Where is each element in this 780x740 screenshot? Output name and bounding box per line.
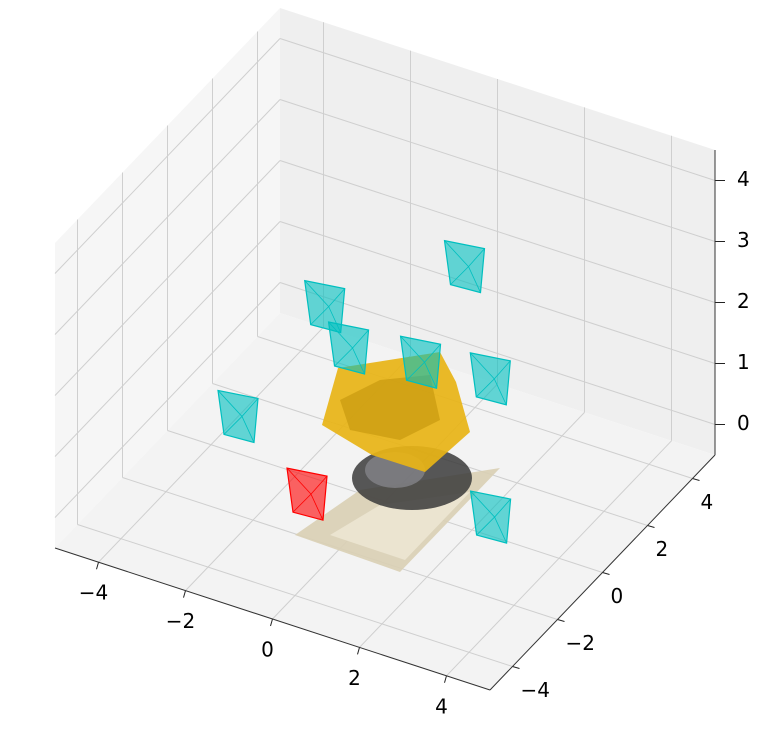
axis-line [489, 454, 716, 691]
z-tick-label: 0 [737, 411, 750, 435]
camera-edge [241, 398, 259, 417]
camera-edge [286, 467, 312, 495]
z-tick-label: 3 [737, 228, 750, 252]
camera-edge [304, 280, 329, 307]
camera [469, 352, 511, 406]
camera-edge [494, 360, 511, 380]
y-tick [692, 478, 700, 481]
camera-edge [310, 493, 324, 521]
camera-edge [424, 362, 437, 389]
z-tick-label: 1 [737, 350, 750, 374]
x-tick [444, 675, 447, 683]
x-tick-label: −4 [79, 581, 108, 605]
camera [217, 389, 259, 444]
camera-edge [450, 266, 469, 285]
grid-line [279, 160, 716, 303]
camera-frustum [217, 389, 259, 444]
grid-line [54, 99, 281, 335]
grid-line [279, 282, 716, 425]
point-cloud [295, 352, 500, 572]
camera-edge [334, 347, 353, 367]
y-tick [557, 619, 565, 622]
camera-frustum [327, 321, 370, 375]
camera-edge [494, 498, 511, 518]
x-tick-label: 0 [261, 638, 274, 662]
camera-edge [223, 416, 243, 435]
camera-edge [328, 321, 353, 349]
camera-edge [444, 240, 469, 267]
grid-line [54, 160, 281, 396]
x-tick [270, 618, 273, 627]
camera-edge [217, 390, 243, 417]
camera-edge [292, 493, 312, 513]
x-tick [183, 590, 186, 598]
grid-line [54, 38, 281, 274]
camera-frustum [443, 239, 486, 294]
y-tick-label: 0 [611, 584, 624, 608]
y-tick [512, 666, 520, 669]
axis-line [54, 547, 491, 691]
camera [399, 335, 442, 390]
cloud-base-light [330, 492, 470, 560]
camera-edge [310, 475, 328, 495]
cloud-body-shade [340, 375, 440, 440]
y-tick-label: −2 [566, 631, 595, 655]
camera-edge [328, 288, 345, 307]
z-tick-label: 4 [737, 167, 750, 191]
camera [303, 279, 346, 334]
camera-edge [241, 416, 255, 443]
camera-edge [352, 329, 369, 349]
grid-line [279, 221, 716, 364]
x-tick-label: −2 [166, 609, 195, 633]
y-tick [602, 572, 610, 575]
camera-frustum [286, 467, 328, 521]
camera-edge [400, 335, 425, 363]
x-tick-label: 2 [348, 666, 361, 690]
camera-frustum [469, 352, 511, 406]
x-tick-label: 4 [435, 694, 448, 718]
camera-edge [468, 266, 481, 293]
x-tick [96, 562, 99, 570]
grid-line [257, 336, 693, 479]
grid-line [54, 282, 281, 518]
camera [327, 321, 370, 375]
axes-front: −4 −2 0 2 4 −4 −2 0 2 4 0 1 2 3 4 [54, 150, 750, 718]
camera-edge [406, 361, 425, 381]
grid-line [279, 99, 716, 242]
grid-line [279, 38, 716, 181]
camera [469, 490, 512, 544]
camera-edge [468, 248, 485, 267]
camera-edge [352, 347, 365, 375]
x-tick [357, 647, 360, 655]
y-tick-label: 2 [656, 537, 669, 561]
camera-frustum [399, 335, 442, 390]
camera-edge [424, 343, 441, 363]
grid-line [54, 221, 281, 457]
camera-edge [476, 378, 495, 398]
camera [443, 239, 486, 294]
z-tick-label: 2 [737, 289, 750, 313]
camera-edge [310, 306, 329, 325]
camera-edge [470, 490, 495, 518]
y-tick [647, 525, 655, 528]
y-tick-label: −4 [521, 678, 550, 702]
grid-line [77, 524, 513, 667]
camera-edge [470, 352, 495, 380]
y-tick-label: 4 [701, 490, 714, 514]
camera-edge [494, 516, 507, 544]
camera-edge [493, 378, 507, 406]
camera [286, 467, 328, 521]
camera-edge [476, 516, 495, 536]
camera-frustum [469, 490, 512, 544]
